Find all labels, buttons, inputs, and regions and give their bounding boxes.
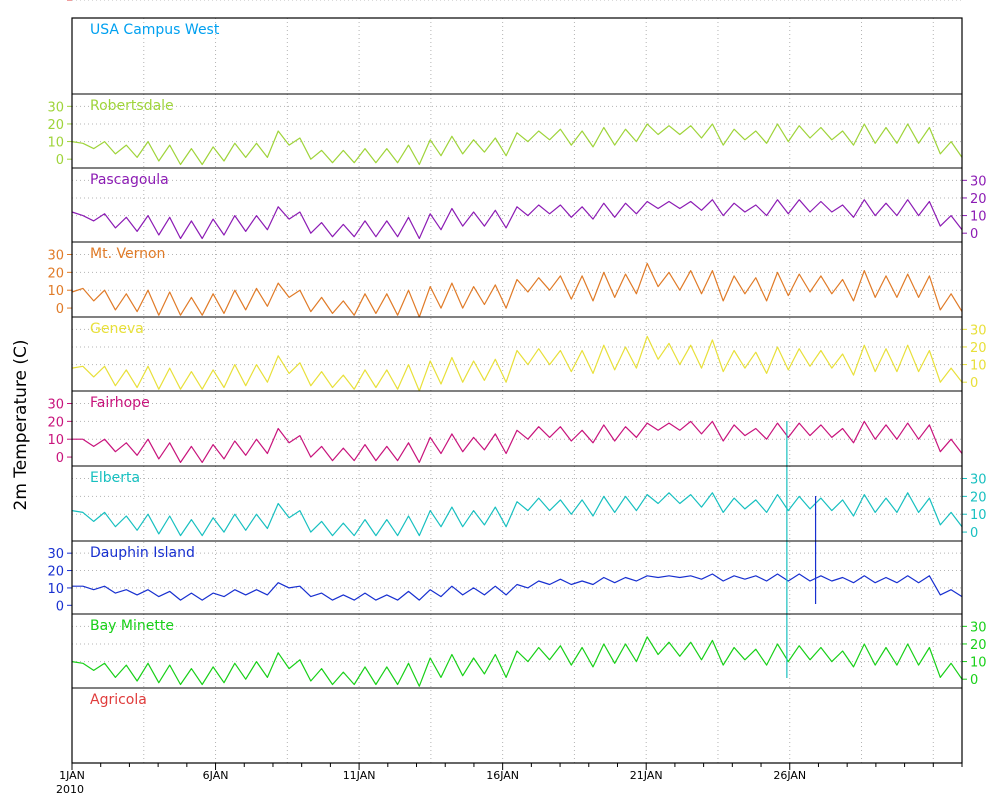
- y-tick-label: 20: [47, 565, 64, 580]
- y-tick-label: 0: [970, 673, 978, 688]
- y-tick-label: 20: [970, 341, 987, 356]
- y-tick-label: 30: [47, 547, 64, 562]
- y-tick-label: 10: [47, 284, 64, 299]
- x-tick-label: 21JAN: [630, 769, 663, 782]
- y-tick-label: 30: [47, 100, 64, 115]
- y-tick-label: 20: [47, 266, 64, 281]
- y-tick-label: 10: [47, 0, 64, 4]
- series-line: [71, 492, 963, 537]
- panel-label: Agricola: [90, 692, 147, 708]
- y-tick-label: 20: [970, 490, 987, 505]
- y-tick-label: 30: [970, 323, 987, 338]
- y-tick-label: 0: [970, 376, 978, 391]
- y-tick-label: 10: [970, 210, 987, 225]
- y-tick-label: 0: [56, 451, 64, 466]
- series-line: [71, 335, 963, 392]
- y-tick-label: 10: [47, 136, 64, 151]
- panel-label: Fairhope: [90, 395, 150, 411]
- panel-label: Pascagoula: [90, 172, 169, 188]
- panel-label: Dauphin Island: [90, 545, 195, 561]
- series-line: [71, 123, 963, 166]
- series-line: [71, 199, 963, 240]
- series-line: [71, 636, 963, 687]
- y-tick-label: 20: [47, 415, 64, 430]
- plot-frame: [71, 17, 963, 764]
- y-tick-label: 0: [970, 227, 978, 242]
- x-year-label: 2010: [56, 783, 84, 796]
- y-tick-label: 20: [970, 638, 987, 653]
- series-line: [71, 262, 963, 318]
- y-tick-label: 0: [56, 599, 64, 614]
- y-tick-label: 10: [47, 582, 64, 597]
- panel-label: Robertsdale: [90, 98, 174, 114]
- series-line: [72, 420, 963, 463]
- x-tick-label: 6JAN: [203, 769, 229, 782]
- y-tick-label: 20: [47, 0, 64, 4]
- x-tick-label: 1JAN: [59, 769, 85, 782]
- x-tick-label: 26JAN: [773, 769, 806, 782]
- y-axis-label: 2m Temperature (C): [11, 339, 31, 510]
- x-tick-label: 16JAN: [486, 769, 519, 782]
- grid-layer: [72, 0, 962, 763]
- y-tick-label: 0: [56, 153, 64, 168]
- y-tick-label: 10: [970, 508, 987, 523]
- y-tick-label: 20: [47, 118, 64, 133]
- y-tick-label: 10: [970, 359, 987, 374]
- panel-label: Bay Minette: [90, 618, 174, 634]
- y-tick-label: 0: [56, 302, 64, 317]
- y-tick-label: 0: [56, 0, 64, 4]
- y-tick-label: 10: [47, 433, 64, 448]
- panel-label: USA Campus West: [90, 22, 220, 38]
- y-tick-label: 30: [47, 249, 64, 264]
- series-line: [72, 573, 963, 601]
- y-tick-label: 30: [47, 0, 64, 4]
- axis-layer: USA Campus WestRobertsdale0102030Pascago…: [47, 0, 987, 796]
- y-tick-label: 30: [47, 398, 64, 413]
- y-tick-label: 10: [970, 656, 987, 671]
- y-tick-label: 20: [970, 192, 987, 207]
- y-tick-label: 30: [970, 473, 987, 488]
- panel-label: Mt. Vernon: [90, 246, 165, 262]
- series-layer: [71, 123, 963, 687]
- panel-label: Elberta: [90, 470, 140, 486]
- y-tick-label: 30: [970, 174, 987, 189]
- y-tick-label: 30: [970, 620, 987, 635]
- x-tick-label: 11JAN: [343, 769, 376, 782]
- panel-label: Geneva: [90, 321, 144, 337]
- y-tick-label: 0: [970, 526, 978, 541]
